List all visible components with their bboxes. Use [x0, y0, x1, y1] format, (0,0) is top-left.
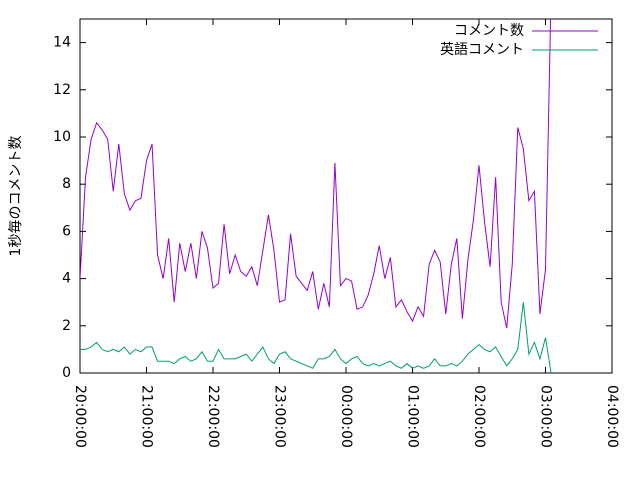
x-tick-label: 00:00:00 — [338, 385, 354, 448]
y-tick-label: 8 — [62, 176, 71, 192]
series-line — [80, 302, 552, 373]
y-tick-label: 2 — [62, 318, 71, 334]
x-tick-label: 22:00:00 — [205, 385, 221, 448]
y-tick-label: 0 — [62, 365, 71, 381]
plot-area — [80, 19, 552, 373]
legend-label: コメント数 — [454, 23, 524, 39]
x-tick-label: 02:00:00 — [471, 385, 487, 448]
y-axis-label: 1秒毎のコメント数 — [8, 136, 24, 257]
x-tick-label: 23:00:00 — [272, 385, 288, 448]
series-line — [80, 19, 552, 329]
y-tick-label: 14 — [53, 35, 71, 51]
x-tick-label: 03:00:00 — [538, 385, 554, 448]
y-tick-label: 6 — [62, 223, 71, 239]
x-tick-label: 21:00:00 — [139, 385, 155, 448]
x-tick-label: 20:00:00 — [72, 385, 88, 448]
legend-label: 英語コメント — [440, 41, 524, 58]
y-tick-label: 12 — [53, 82, 71, 98]
y-tick-label: 4 — [62, 271, 71, 287]
y-tick-label: 10 — [53, 129, 71, 145]
x-tick-label: 04:00:00 — [604, 385, 620, 448]
x-tick-label: 01:00:00 — [405, 385, 421, 448]
